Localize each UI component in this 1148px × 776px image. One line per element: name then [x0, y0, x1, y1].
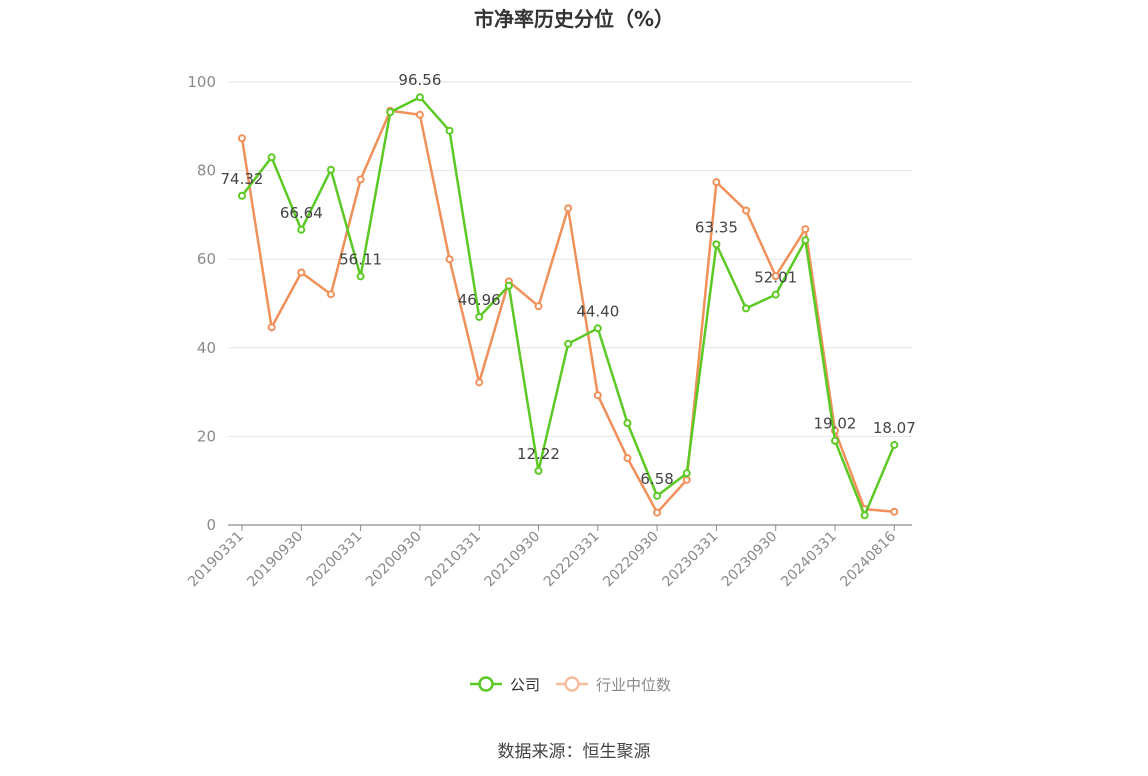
data-label: 44.40: [576, 302, 619, 320]
data-label: 6.58: [640, 470, 673, 488]
data-point[interactable]: [475, 378, 484, 387]
data-point[interactable]: [475, 312, 484, 321]
data-point[interactable]: [593, 324, 602, 333]
data-label: 74.32: [221, 170, 264, 188]
data-point[interactable]: [742, 304, 751, 313]
x-tick-label: 20220331: [541, 529, 603, 591]
x-tick-label: 20240331: [778, 529, 840, 591]
x-tick-label: 20190331: [185, 529, 247, 591]
legend: 公司 行业中位数: [470, 676, 671, 694]
data-point[interactable]: [415, 93, 424, 102]
x-axis: 2019033120190930202003312020093020210331…: [185, 524, 912, 591]
legend-item-company[interactable]: 公司: [470, 676, 540, 694]
data-point[interactable]: [445, 126, 454, 135]
data-point[interactable]: [801, 236, 810, 245]
data-point[interactable]: [267, 153, 276, 162]
data-point[interactable]: [504, 281, 513, 290]
data-point[interactable]: [712, 178, 721, 187]
data-point[interactable]: [742, 206, 751, 215]
data-point[interactable]: [564, 339, 573, 348]
chart-title: 市净率历史分位（%）: [474, 7, 674, 31]
data-label: 18.07: [873, 419, 916, 437]
legend-marker: [564, 676, 580, 692]
legend-marker: [478, 676, 494, 692]
data-point[interactable]: [653, 508, 662, 517]
data-point[interactable]: [386, 108, 395, 117]
data-point[interactable]: [890, 440, 899, 449]
y-tick-label: 0: [206, 516, 216, 534]
x-tick-label: 20230331: [660, 529, 722, 591]
data-point[interactable]: [890, 507, 899, 516]
data-label: 12.22: [517, 445, 560, 463]
legend-label: 公司: [510, 676, 540, 694]
series-line: [241, 95, 896, 517]
data-labels: 74.32 66.64 56.11 96.56 46.96 12.22 44.40 6.58 6…: [221, 71, 916, 488]
data-label: 96.56: [398, 71, 441, 89]
data-point[interactable]: [297, 225, 306, 234]
data-point[interactable]: [771, 290, 780, 299]
data-point[interactable]: [593, 391, 602, 400]
data-label: 46.96: [458, 291, 501, 309]
data-point[interactable]: [801, 225, 810, 234]
data-point[interactable]: [564, 204, 573, 213]
x-tick-label: 20230930: [719, 529, 781, 591]
data-label: 56.11: [339, 250, 382, 268]
data-label: 66.64: [280, 204, 323, 222]
x-tick-label: 20190930: [244, 529, 306, 591]
data-point[interactable]: [682, 469, 691, 478]
y-axis: 0 20 40 60 80 100: [187, 73, 216, 534]
legend-item-industry-median[interactable]: 行业中位数: [556, 676, 671, 694]
data-point[interactable]: [297, 268, 306, 277]
series-company: [238, 93, 899, 520]
data-point[interactable]: [356, 272, 365, 281]
y-tick-label: 100: [187, 73, 216, 91]
data-point[interactable]: [238, 134, 246, 143]
x-tick-label: 20210331: [422, 529, 484, 591]
data-point[interactable]: [623, 419, 632, 428]
data-point[interactable]: [238, 191, 246, 200]
data-point[interactable]: [712, 240, 721, 249]
data-label: 52.01: [754, 269, 797, 287]
data-label: 63.35: [695, 218, 738, 236]
series-industry-median: [238, 106, 899, 517]
data-point[interactable]: [415, 110, 424, 119]
x-tick-label: 20220930: [600, 529, 662, 591]
data-point[interactable]: [860, 511, 869, 520]
data-point[interactable]: [534, 466, 543, 475]
data-point[interactable]: [445, 255, 454, 264]
x-tick-label: 20240816: [837, 528, 899, 590]
data-label: 19.02: [814, 415, 857, 433]
x-tick-label: 20200930: [363, 529, 425, 591]
data-point[interactable]: [534, 302, 543, 311]
y-tick-label: 60: [197, 250, 216, 268]
data-point[interactable]: [356, 175, 365, 184]
grid-lines: [228, 81, 912, 437]
data-source: 数据来源：恒生聚源: [498, 742, 651, 762]
y-tick-label: 40: [197, 339, 216, 357]
x-tick-label: 20200331: [304, 529, 366, 591]
data-point[interactable]: [326, 165, 335, 174]
data-point[interactable]: [831, 436, 839, 445]
data-point[interactable]: [326, 290, 335, 299]
data-point[interactable]: [623, 454, 632, 463]
y-tick-label: 20: [197, 427, 216, 445]
x-tick-label: 20210930: [482, 529, 544, 591]
legend-label: 行业中位数: [596, 676, 671, 694]
data-point[interactable]: [267, 323, 276, 332]
series-lines: [238, 93, 899, 520]
y-tick-label: 80: [197, 162, 216, 180]
data-point[interactable]: [653, 491, 662, 500]
data-point[interactable]: [771, 272, 780, 281]
data-point[interactable]: [682, 475, 691, 484]
